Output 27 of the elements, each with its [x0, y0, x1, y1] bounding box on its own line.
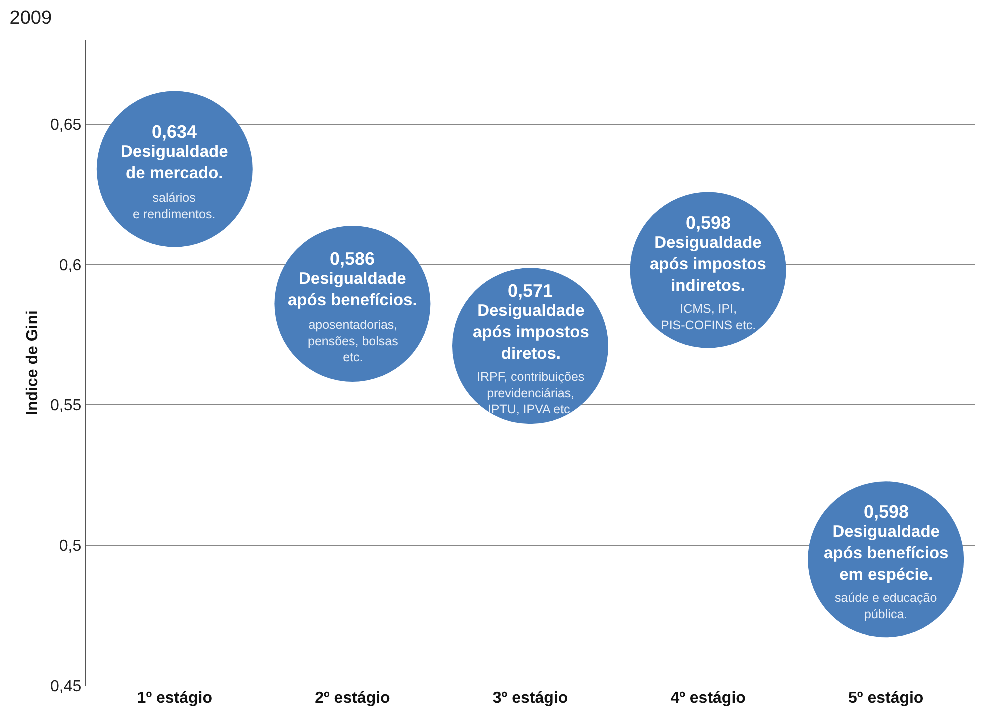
y-tick-label: 0,65 — [50, 116, 82, 134]
y-tick-label: 0,6 — [59, 257, 82, 274]
x-tick-label: 5º estágio — [848, 690, 924, 707]
annotation: salários e rendimentos. — [133, 191, 216, 222]
y-tick-label: 0,45 — [50, 678, 82, 696]
y-tick-label: 0,5 — [59, 538, 82, 556]
y-tick-label: 0,55 — [50, 398, 82, 415]
annotation: 0,634 — [152, 122, 198, 142]
annotation: Desigualdade após benefícios. — [288, 270, 418, 310]
annotation: 0,586 — [330, 249, 376, 269]
annotation: 0,598 — [864, 502, 910, 522]
annotation: Desigualdade após impostos indiretos. — [650, 234, 766, 295]
x-tick-label: 2º estágio — [315, 690, 391, 707]
annotation: IRPF, contribuições previdenciárias, IPTU, IPVA etc. — [477, 370, 585, 416]
x-tick-label: 3º estágio — [492, 690, 568, 707]
y-axis-title: Indice de Gini — [24, 310, 42, 416]
annotation: ICMS, IPI, PIS-COFINS etc. — [661, 302, 756, 332]
annotation: saúde e educação pública. — [835, 591, 938, 622]
annotation: aposentadorias, pensões, bolsas etc. — [308, 318, 398, 364]
annotation: Desigualdade após benefícios em espécie. — [824, 523, 949, 584]
annotation: Desigualdade de mercado. — [121, 143, 228, 182]
annotation: Desigualdade após impostos diretos. — [473, 302, 590, 363]
annotation: 0,571 — [508, 281, 554, 301]
x-tick-label: 1º estágio — [137, 690, 213, 707]
chart-title: 2009 — [10, 8, 52, 30]
annotation: 0,598 — [686, 213, 732, 233]
x-tick-label: 4º estágio — [670, 690, 746, 707]
